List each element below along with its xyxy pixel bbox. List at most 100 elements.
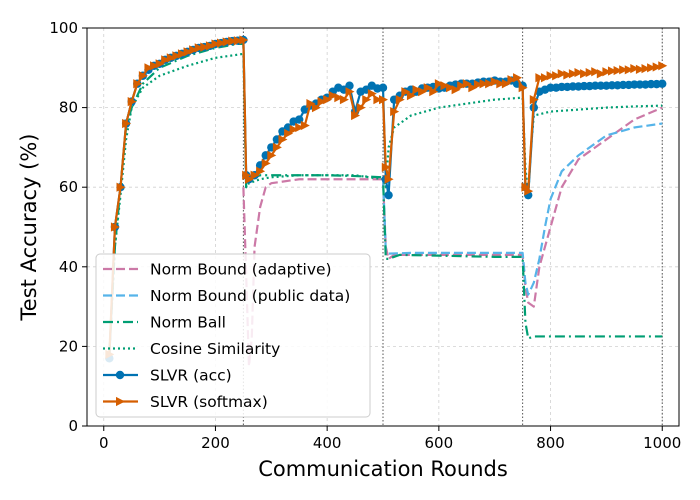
- series-5-point-80: [535, 73, 545, 83]
- series-5-point-32: [278, 134, 288, 145]
- series-5-point-87: [574, 67, 584, 78]
- series-5-point-26: [244, 174, 254, 184]
- legend-marker-4: [115, 370, 125, 380]
- legend-box: [95, 253, 371, 418]
- series-5-point-63: [446, 83, 456, 93]
- series-5-point-88: [580, 69, 590, 79]
- series-5-point-43: [339, 95, 349, 105]
- series-5-point-2: [116, 182, 126, 192]
- series-5-point-89: [585, 67, 595, 78]
- series-5-point-52: [384, 174, 394, 184]
- legend-label-0: Norm Bound (adaptive): [150, 261, 332, 279]
- series-layer: [105, 35, 668, 368]
- series-5-point-44: [345, 87, 355, 97]
- series-5-point-3: [122, 118, 132, 129]
- series-5-point-18: [205, 41, 215, 51]
- series-5-point-59: [423, 83, 433, 93]
- y-tick-label-2: 40: [59, 258, 78, 276]
- series-5-point-76: [518, 83, 528, 93]
- legend-label-1: Norm Bound (public data): [150, 287, 350, 305]
- series-line-1: [381, 122, 663, 296]
- series-5-point-8: [150, 61, 160, 71]
- series-5-point-74: [507, 75, 517, 85]
- y-tick-label-0: 0: [68, 417, 78, 435]
- series-4-point-44: [345, 81, 354, 90]
- series-5-point-31: [272, 142, 282, 152]
- series-line-0: [242, 106, 663, 368]
- series-5-point-9: [155, 59, 165, 69]
- series-5-point-91: [596, 69, 606, 79]
- series-5-point-39: [317, 97, 327, 107]
- x-tick-label-1: 200: [201, 434, 230, 452]
- series-5-point-19: [211, 39, 221, 49]
- legend-label-5: SLVR (softmax): [150, 393, 268, 411]
- series-5-point-7: [144, 63, 154, 73]
- series-5-point-86: [568, 69, 578, 79]
- legend-marker-5: [116, 396, 125, 407]
- series-5-point-100: [647, 63, 657, 73]
- legend-label-3: Cosine Similarity: [150, 340, 280, 358]
- legend-label-4: SLVR (acc): [150, 367, 232, 385]
- y-tick-label-5: 100: [49, 19, 78, 37]
- series-5-point-20: [217, 38, 227, 48]
- series-5-point-96: [624, 65, 634, 75]
- series-5-point-29: [261, 158, 271, 168]
- series-5-point-24: [239, 35, 249, 45]
- series-4-point-50: [378, 83, 388, 92]
- series-5-point-1: [110, 222, 120, 232]
- series-5-point-60: [429, 87, 439, 97]
- series-5-point-17: [200, 42, 210, 52]
- series-5-point-70: [485, 79, 495, 89]
- y-axis-label: Test Accuracy (%): [17, 134, 41, 322]
- series-5-point-101: [652, 62, 662, 72]
- series-5-point-22: [228, 36, 238, 46]
- series-5-point-27: [250, 170, 260, 180]
- series-5-point-62: [440, 81, 450, 91]
- series-5-point-4: [127, 97, 137, 107]
- series-5-point-51: [381, 162, 391, 172]
- series-5-point-77: [521, 182, 531, 192]
- series-5-point-61: [434, 79, 444, 89]
- series-5-point-93: [607, 66, 617, 76]
- series-5-point-67: [468, 83, 478, 93]
- x-tick-label-2: 400: [313, 434, 342, 452]
- series-5-point-90: [591, 67, 601, 77]
- series-5-point-15: [189, 45, 199, 55]
- series-5-point-68: [473, 79, 483, 90]
- series-5-point-65: [457, 81, 467, 91]
- series-5-point-58: [418, 87, 428, 97]
- x-axis-label: Communication Rounds: [258, 457, 508, 481]
- series-5-point-75: [513, 73, 523, 83]
- series-5-point-55: [401, 87, 411, 97]
- series-5-point-95: [619, 65, 629, 75]
- series-5-point-37: [306, 99, 316, 109]
- series-5-point-49: [373, 95, 383, 105]
- y-tick-label-1: 20: [59, 337, 78, 355]
- x-tick-label-4: 800: [536, 434, 565, 452]
- series-5-point-13: [177, 49, 187, 59]
- series-5-point-47: [362, 95, 372, 105]
- series-5-point-57: [412, 85, 422, 95]
- series-5-point-12: [172, 51, 182, 61]
- series-5-point-71: [490, 77, 500, 87]
- x-tick-label-3: 600: [425, 434, 454, 452]
- series-5-point-35: [295, 122, 305, 133]
- series-5-point-21: [222, 37, 232, 47]
- series-5-point-45: [351, 110, 361, 121]
- series-5-point-78: [524, 186, 534, 196]
- series-5-point-38: [311, 103, 321, 113]
- series-5-point-48: [367, 89, 377, 99]
- series-5-point-11: [166, 53, 176, 63]
- series-5-point-69: [479, 79, 489, 89]
- series-5-point-94: [613, 65, 623, 76]
- series-5-point-36: [300, 120, 310, 131]
- series-5-point-10: [161, 55, 171, 65]
- series-5-point-53: [390, 106, 400, 117]
- series-5-point-72: [496, 79, 506, 89]
- series-5-point-40: [323, 95, 333, 105]
- series-5-point-64: [451, 85, 461, 95]
- series-5-point-28: [256, 166, 266, 176]
- series-5-point-79: [529, 95, 539, 105]
- series-5-point-46: [356, 103, 366, 113]
